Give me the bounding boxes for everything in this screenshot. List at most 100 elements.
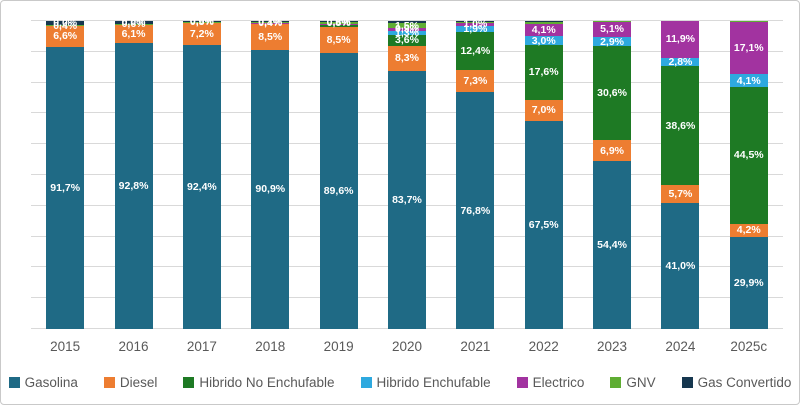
bar-column-2019: 89,6% 8,5% 0,8% 0,6% xyxy=(304,16,372,329)
segment-label-gas_convertido-2017: 0,0% xyxy=(189,15,214,28)
bar-segment-diesel: 8,5% xyxy=(251,23,290,50)
bar-segment-diesel: 6,9% xyxy=(593,140,632,162)
bar-segment-gasolina: 89,6% xyxy=(319,53,358,329)
bar-segment-gasolina: 90,9% xyxy=(251,49,290,329)
bar-segment-hibrido_no_enchufable: 30,6% xyxy=(593,45,632,141)
legend-label-gnv: GNV xyxy=(626,374,656,390)
legend-swatch-electrico xyxy=(516,376,528,388)
segment-label-gasolina-2020: 83,7% xyxy=(392,194,422,207)
segment-label-electrico-2025c: 17,1% xyxy=(733,42,764,54)
bar-segment-hibrido_enchufable xyxy=(319,23,358,25)
segment-label-diesel-2020: 8,3% xyxy=(395,52,419,65)
segment-label-hibrido_enchufable-2020: 1,3% xyxy=(395,26,419,39)
legend: Gasolina Diesel Hibrido No Enchufable Hibri… xyxy=(1,369,799,395)
bar-segment-gnv xyxy=(456,21,495,23)
bar-segment-diesel: 6,6% xyxy=(46,26,85,47)
x-axis-label-2020: 2020 xyxy=(391,338,422,354)
segment-label-electrico-2021: 1,0% xyxy=(463,18,488,31)
bar-2022: 67,5% 7,0% 17,6% 3,0% 4,1% xyxy=(524,21,563,329)
legend-label-electrico: Electrico xyxy=(532,374,585,390)
bar-2015: 91,7% 6,6% 0,4% 0,0% xyxy=(46,17,85,329)
bar-column-2021: 76,8% 7,3% 12,4% 1,9% 1,0% xyxy=(441,18,509,329)
gridline-100 xyxy=(31,20,783,21)
bar-2020: 83,7% 8,3% 3,6% 1,3% 0,9% 1,5% xyxy=(387,19,426,329)
segment-label-diesel-2016: 6,1% xyxy=(121,27,146,40)
legend-swatch-gas_convertido xyxy=(681,376,693,388)
segment-label-hibrido_enchufable-2022: 3,0% xyxy=(531,34,556,47)
legend-swatch-gasolina xyxy=(8,376,20,388)
bar-column-2017: 92,4% 7,2% 0,5% 0,0% xyxy=(168,15,236,329)
bar-segment-gasolina: 92,8% xyxy=(114,43,153,329)
bar-segment-gnv: 0,4% xyxy=(46,20,85,32)
segment-label-electrico-2024: 11,9% xyxy=(665,33,696,46)
x-axis-label-2024: 2024 xyxy=(665,338,696,354)
bar-segment-electrico: 11,9% xyxy=(661,21,700,58)
bar-segment-gnv xyxy=(729,21,768,22)
bar-2016: 92,8% 6,1% 0,6% 0,0% xyxy=(114,16,153,329)
legend-item-gas_convertido: Gas Convertido xyxy=(681,374,792,390)
bar-column-2024: 41,0% 5,7% 38,6% 2,8% 11,9% xyxy=(646,21,714,329)
segment-label-electrico-2020: 0,9% xyxy=(395,23,419,36)
segment-label-gnv-2019: 0,8% xyxy=(326,16,351,29)
segment-label-gas_convertido-2016: 0,0% xyxy=(121,16,146,29)
legend-item-electrico: Electrico xyxy=(516,374,585,390)
bar-segment-gas_convertido: 0,6% xyxy=(319,16,358,28)
bar-column-2016: 92,8% 6,1% 0,6% 0,0% xyxy=(99,16,167,329)
bar-2021: 76,8% 7,3% 12,4% 1,9% 1,0% xyxy=(456,18,495,329)
segment-label-gasolina-2023: 54,4% xyxy=(597,239,627,252)
segment-label-diesel-2017: 7,2% xyxy=(189,27,214,40)
bar-column-2023: 54,4% 6,9% 30,6% 2,9% 5,1% xyxy=(578,21,646,329)
bar-segment-gas_convertido: 0,0% xyxy=(114,16,153,28)
segment-label-gasolina-2025c: 29,9% xyxy=(733,276,764,289)
legend-label-gasolina: Gasolina xyxy=(24,374,78,390)
segment-label-hibrido_enchufable-2023: 2,9% xyxy=(600,35,625,48)
segment-label-hibrido_no_enchufable-2021: 12,4% xyxy=(460,44,491,57)
legend-item-hibrido_enchufable: Hibrido Enchufable xyxy=(360,375,491,390)
x-axis-label-2018: 2018 xyxy=(255,338,286,354)
bar-column-2025c: 29,9% 4,2% 44,5% 4,1% 17,1% xyxy=(715,21,783,329)
legend-label-diesel: Diesel xyxy=(119,374,158,390)
segment-label-diesel-2021: 7,3% xyxy=(463,75,488,88)
plot-area: 91,7% 6,6% 0,4% 0,0% 92,8% 6,1% 0,6% 0,0% 92,4% 7… xyxy=(31,15,783,329)
segment-label-gas_convertido-2018: 0,1% xyxy=(258,15,283,28)
bar-segment-hibrido_no_enchufable: 44,5% xyxy=(729,86,768,224)
x-axis-label-2025c: 2025c xyxy=(730,338,768,354)
segment-label-diesel-2022: 7,0% xyxy=(531,104,556,117)
segment-label-gasolina-2018: 90,9% xyxy=(255,183,286,196)
bar-segment-hibrido_enchufable: 3,0% xyxy=(524,34,563,47)
segment-label-gnv-2016: 0,6% xyxy=(121,18,146,31)
segment-label-hibrido_no_enchufable-2024: 38,6% xyxy=(665,119,696,132)
bar-segment-hibrido_no_enchufable: 12,4% xyxy=(456,31,495,70)
legend-swatch-hibrido_enchufable xyxy=(360,376,372,388)
segment-label-hibrido_no_enchufable-2022: 17,6% xyxy=(528,66,559,79)
bar-segment-hibrido_enchufable: 1,9% xyxy=(456,22,495,35)
segment-label-hibrido_enchufable-2021: 1,9% xyxy=(463,22,488,35)
bar-segment-diesel: 5,7% xyxy=(661,185,700,203)
bar-segment-hibrido_no_enchufable: 17,6% xyxy=(524,45,563,100)
bar-segment-gnv xyxy=(524,21,563,24)
segment-label-hibrido_no_enchufable-2023: 30,6% xyxy=(597,87,627,100)
segment-label-hibrido_enchufable-2025c: 4,1% xyxy=(736,74,761,87)
bar-segment-diesel: 7,0% xyxy=(524,99,563,122)
bar-segment-diesel: 8,5% xyxy=(319,26,358,54)
legend-item-gnv: GNV xyxy=(610,374,656,390)
segment-label-gnv-2020: 1,5% xyxy=(395,19,419,32)
bar-segment-gasolina: 83,7% xyxy=(387,71,426,329)
bar-segment-diesel: 6,1% xyxy=(114,24,153,44)
segment-label-electrico-2022: 4,1% xyxy=(531,23,556,36)
bar-segment-gnv: 0,4% xyxy=(251,17,290,29)
bar-segment-hibrido_no_enchufable xyxy=(319,24,358,27)
segment-label-gasolina-2015: 91,7% xyxy=(50,181,81,194)
bar-column-2018: 90,9% 8,5% 0,4% 0,1% xyxy=(236,16,304,329)
bar-segment-gasolina: 29,9% xyxy=(729,236,768,329)
bar-column-2015: 91,7% 6,6% 0,4% 0,0% xyxy=(31,17,99,329)
bar-2023: 54,4% 6,9% 30,6% 2,9% 5,1% xyxy=(593,21,632,329)
legend-swatch-diesel xyxy=(103,376,115,388)
segment-label-hibrido_no_enchufable-2020: 3,6% xyxy=(395,34,419,47)
bar-segment-diesel: 8,3% xyxy=(387,45,426,72)
segment-label-diesel-2018: 8,5% xyxy=(258,30,283,43)
bar-segment-hibrido_enchufable: 4,1% xyxy=(729,74,768,87)
legend-swatch-hibrido_no_enchufable xyxy=(183,376,195,388)
legend-label-gas_convertido: Gas Convertido xyxy=(697,374,792,390)
bar-segment-hibrido_enchufable: 2,9% xyxy=(593,35,632,48)
